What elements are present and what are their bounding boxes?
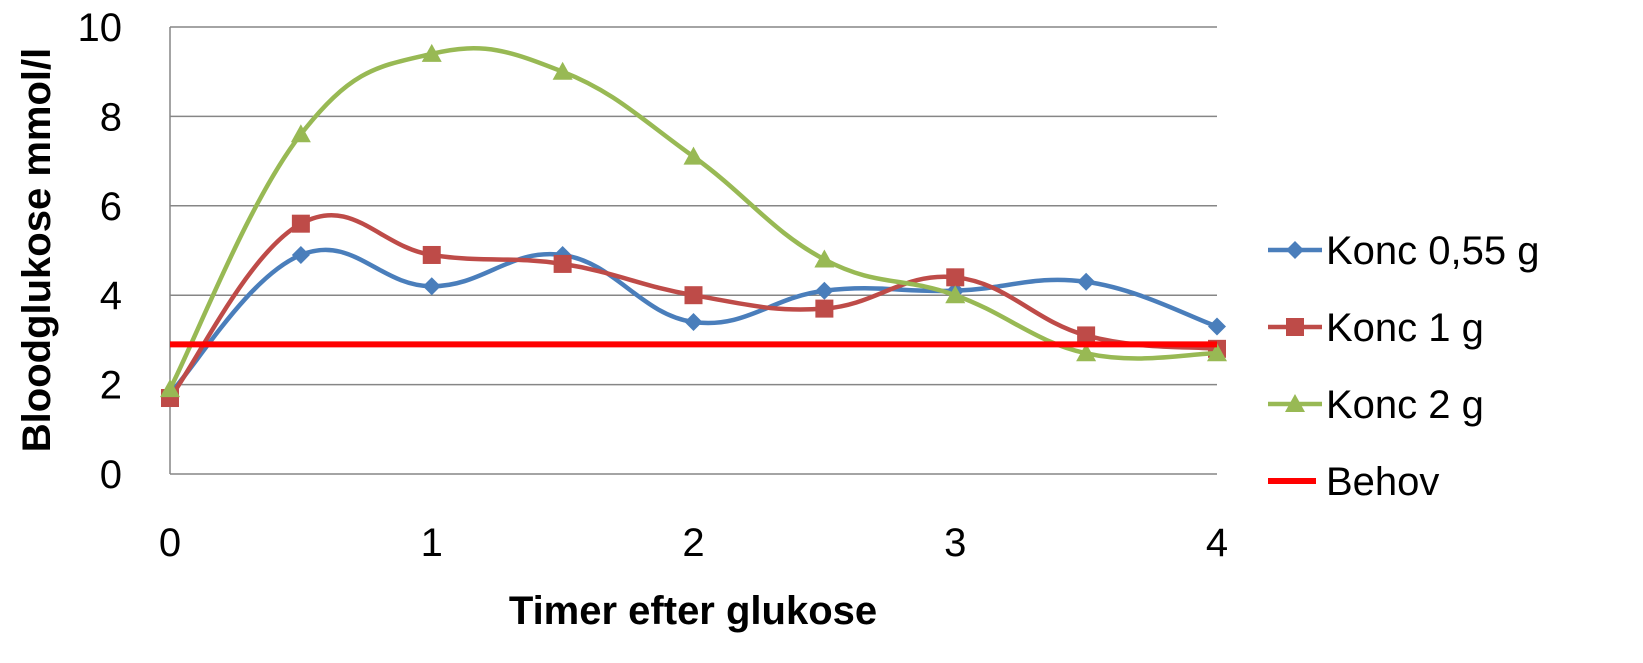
- legend-marker: [1286, 241, 1304, 259]
- data-point-konc-0-55-g: [1208, 317, 1226, 336]
- data-point-konc-0-55-g: [684, 313, 703, 332]
- y-tick-label: 6: [100, 185, 122, 229]
- data-point-konc-1-g: [946, 268, 965, 287]
- legend-marker: [1285, 394, 1305, 412]
- data-point-konc-1-g: [815, 299, 834, 318]
- legend-item-konc-0-55-g: Konc 0,55 g: [1268, 229, 1540, 273]
- data-point-konc-0-55-g: [1077, 272, 1096, 291]
- x-axis-title: Timer efter glukose: [509, 589, 877, 633]
- data-point-konc-0-55-g: [291, 245, 310, 264]
- legend-item-konc-1-g: Konc 1 g: [1268, 306, 1484, 350]
- data-point-konc-2-g: [683, 146, 704, 165]
- y-tick-label: 0: [100, 453, 122, 497]
- x-tick-label: 0: [159, 521, 181, 565]
- series-line-konc-2-g: [167, 46, 1218, 391]
- x-tick-label: 4: [1206, 521, 1228, 565]
- y-tick-label: 2: [100, 364, 122, 408]
- data-point-konc-1-g: [684, 286, 703, 305]
- data-point-konc-2-g: [1076, 343, 1097, 362]
- data-point-konc-1-g: [553, 254, 572, 273]
- legend-marker: [1286, 318, 1304, 336]
- x-tick-label: 3: [944, 521, 966, 565]
- series-line-konc-1-g: [168, 212, 1218, 400]
- legend-item-behov: Behov: [1268, 460, 1439, 504]
- legend-label: Behov: [1326, 460, 1439, 504]
- x-axis-ticks: 0 1 2 3 4: [159, 521, 1228, 565]
- data-point-konc-2-g: [1207, 343, 1227, 362]
- x-tick-label: 1: [421, 521, 443, 565]
- series-layer: [160, 43, 1227, 408]
- data-point-konc-2-g: [814, 249, 835, 268]
- data-point-konc-0-55-g: [422, 277, 441, 296]
- legend-item-konc-2-g: Konc 2 g: [1268, 383, 1484, 427]
- data-point-konc-2-g: [160, 379, 180, 398]
- legend-label: Konc 0,55 g: [1326, 229, 1540, 273]
- x-tick-label: 2: [682, 521, 704, 565]
- legend: Konc 0,55 g Konc 1 g Konc 2 g Behov: [1268, 229, 1540, 504]
- series-line-konc-0-55-g: [168, 247, 1218, 396]
- data-point-konc-0-55-g: [815, 281, 834, 300]
- data-point-konc-2-g: [421, 43, 442, 62]
- series-konc-1-g: [161, 212, 1226, 408]
- data-point-konc-2-g: [290, 124, 311, 143]
- y-tick-label: 10: [78, 6, 123, 50]
- data-point-konc-1-g: [422, 245, 441, 264]
- data-point-konc-2-g: [552, 61, 573, 80]
- data-point-konc-2-g: [945, 285, 966, 304]
- y-tick-label: 4: [100, 274, 122, 318]
- y-axis-title: Bloodglukose mmol/l: [15, 48, 59, 452]
- y-axis-ticks: 0 2 4 6 8 10: [78, 6, 123, 497]
- data-point-konc-1-g: [291, 214, 310, 233]
- y-tick-label: 8: [100, 95, 122, 139]
- legend-label: Konc 2 g: [1326, 383, 1484, 427]
- series-konc-2-g: [160, 43, 1227, 398]
- series-konc-0-55-g: [161, 245, 1226, 403]
- legend-label: Konc 1 g: [1326, 306, 1484, 350]
- data-point-konc-1-g: [1077, 326, 1096, 345]
